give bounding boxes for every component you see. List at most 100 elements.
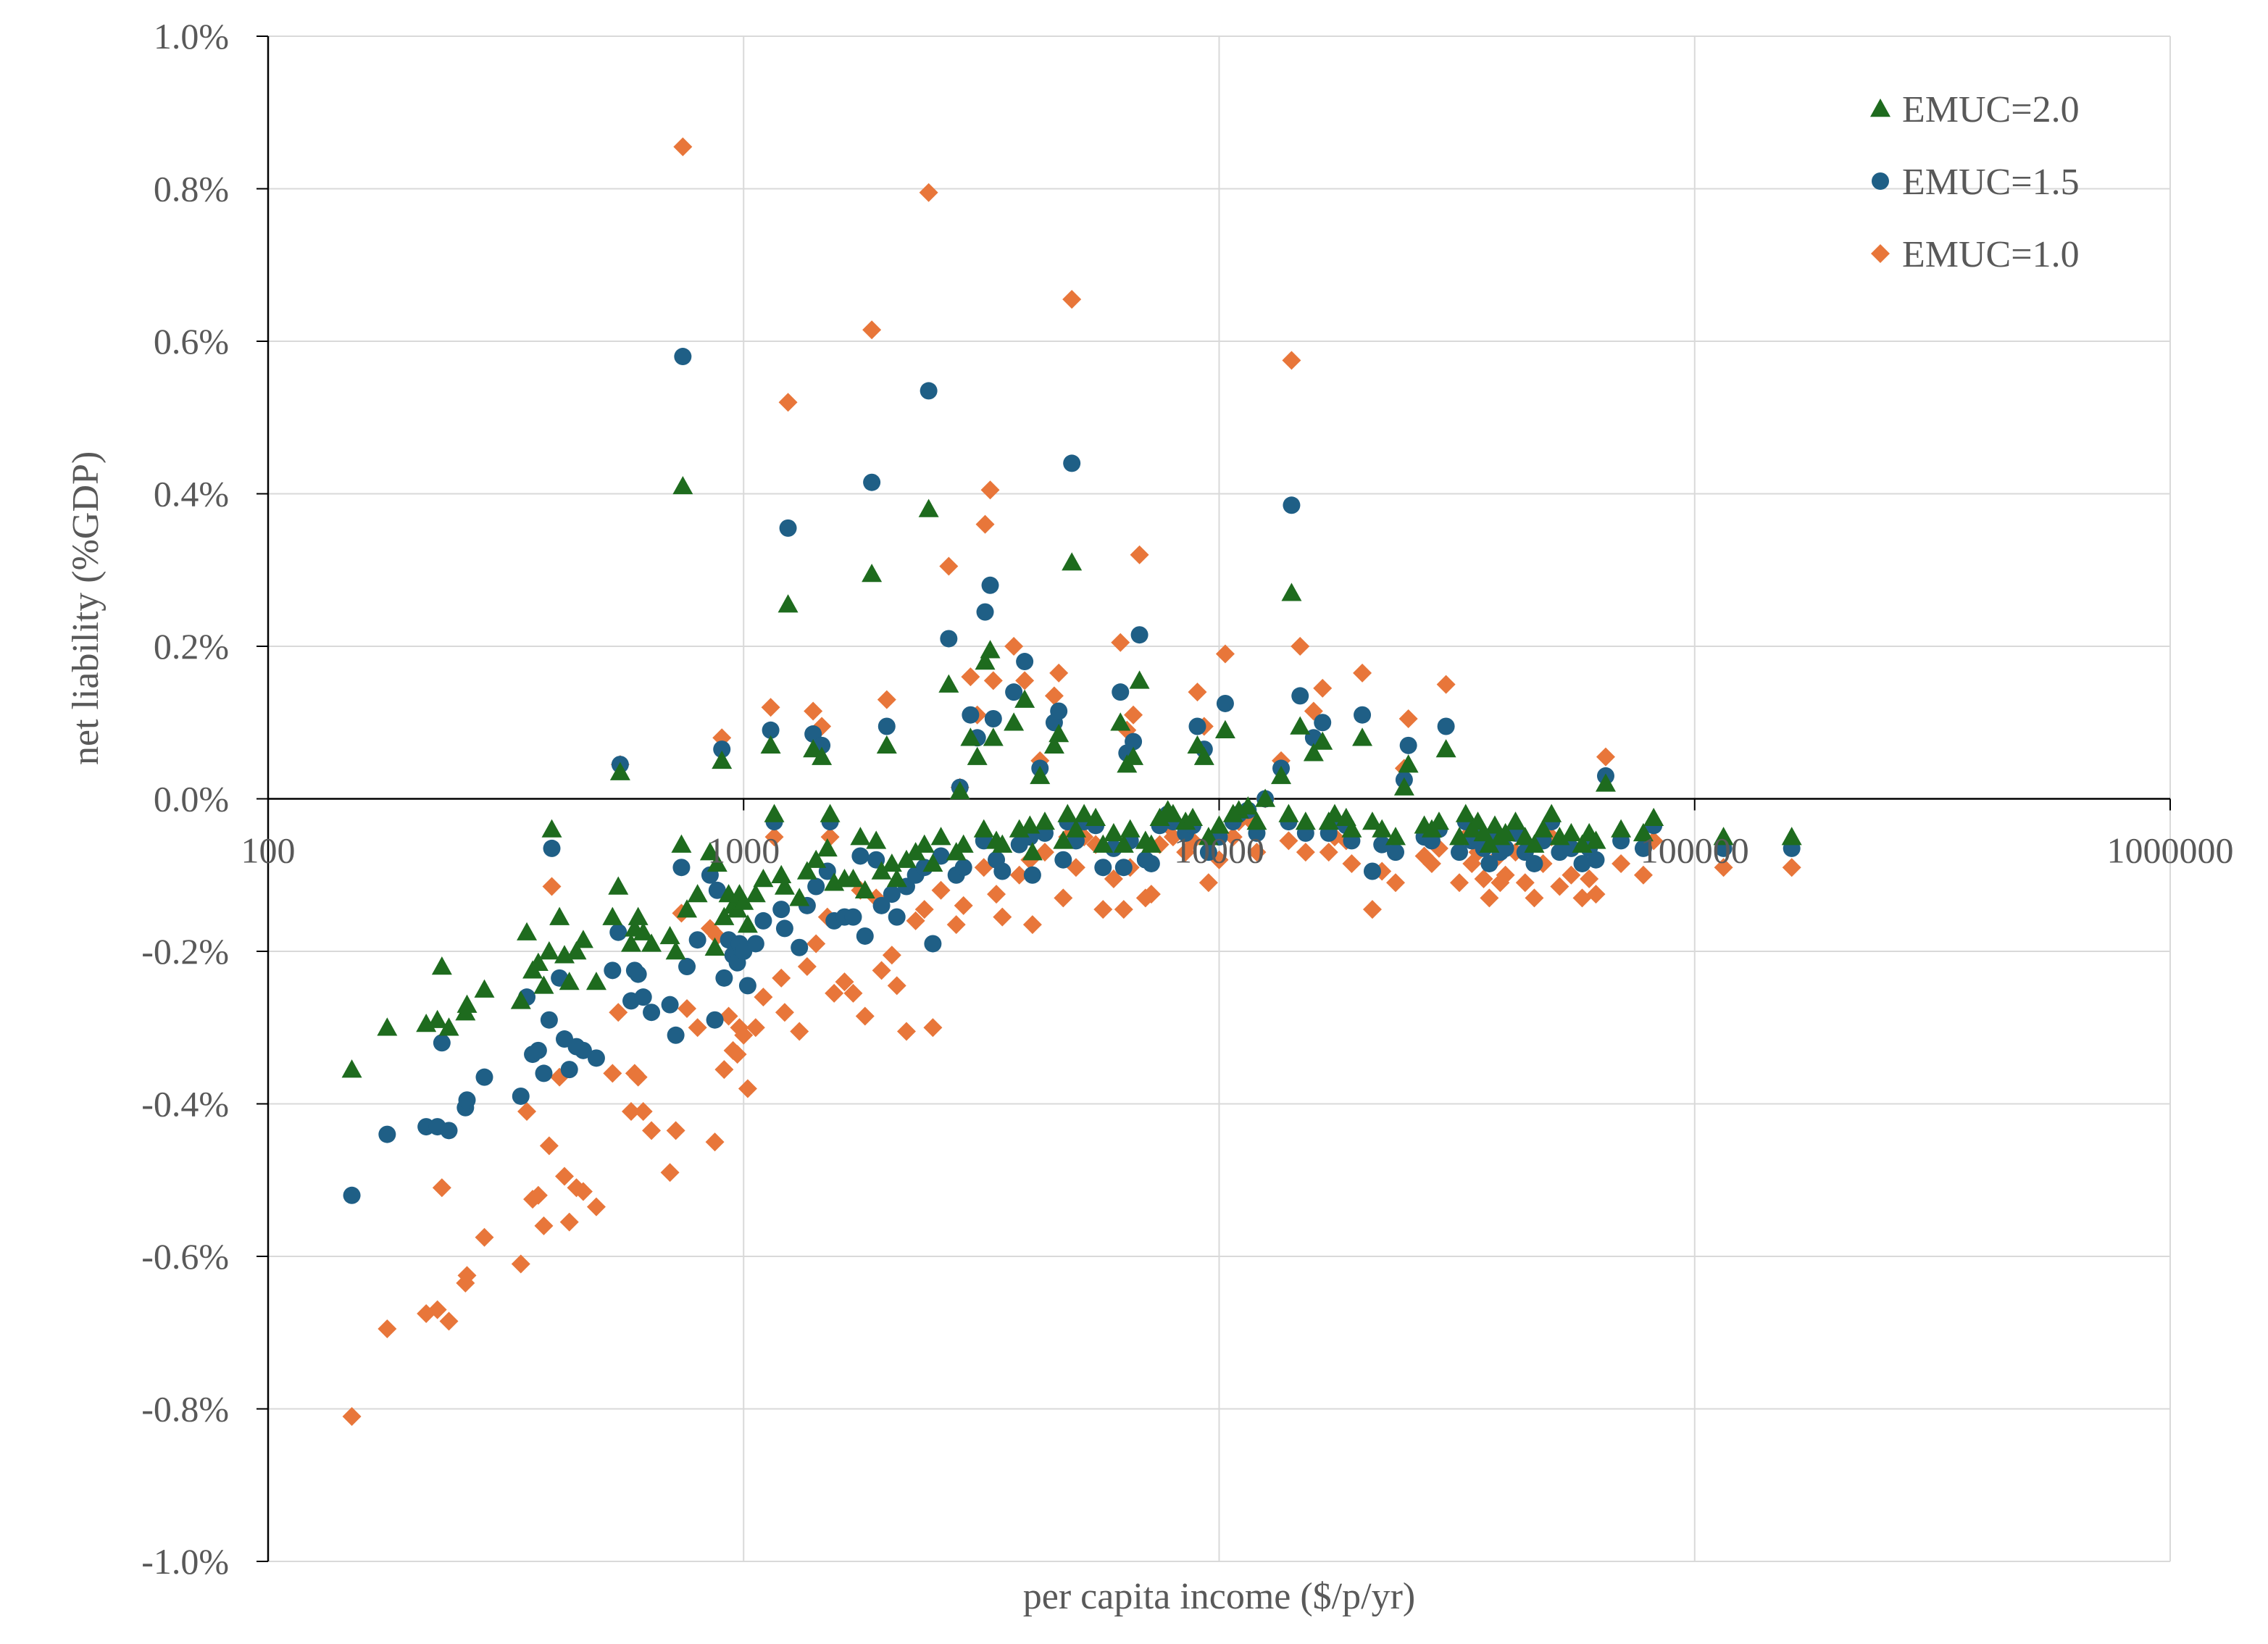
- series-emuc-2-point: [973, 819, 994, 838]
- series-emuc-1-0-point: [1141, 885, 1161, 904]
- series-emuc-1-0-point: [1291, 637, 1310, 656]
- series-emuc-2-point: [1585, 830, 1606, 849]
- series-emuc-2-point: [1713, 827, 1734, 846]
- series-emuc-2-point: [1129, 670, 1150, 689]
- series-emuc-1-5-point: [540, 1011, 558, 1029]
- series-emuc-1-5-point: [1104, 839, 1122, 857]
- series-emuc-1-5-point: [877, 717, 896, 735]
- series-emuc-1-0-point: [1004, 637, 1024, 656]
- series-emuc-2-point: [1281, 583, 1302, 601]
- series-emuc-2-point: [1455, 804, 1476, 822]
- series-emuc-1-0-point: [1586, 885, 1606, 904]
- series-emuc-1-5-point: [754, 911, 772, 930]
- series-emuc-1-5-point: [1587, 851, 1605, 869]
- series-emuc-2-point: [712, 750, 733, 769]
- series-emuc-1-0-point: [843, 983, 863, 1003]
- series-emuc-2-point: [1065, 819, 1086, 838]
- series-emuc-1-5-point: [1399, 736, 1417, 754]
- y-tick-label: 0.8%: [154, 169, 229, 209]
- series-emuc-1-5-point: [863, 473, 881, 491]
- series-emuc-1-5-point: [672, 859, 691, 877]
- series-emuc-2-point: [871, 861, 892, 880]
- series-emuc-1-0-point: [1282, 351, 1301, 370]
- series-emuc-1-5-point: [883, 885, 901, 904]
- series-emuc-1-0-point: [1562, 865, 1581, 885]
- x-tick-label: 1000: [707, 830, 780, 871]
- series-emuc-1-0-point: [919, 183, 938, 202]
- series-emuc-1-5-point: [667, 1026, 685, 1044]
- series-emuc-1-0-point: [872, 961, 891, 980]
- series-emuc-1-0-point: [1496, 865, 1515, 885]
- series-emuc-1-0-point: [1612, 854, 1631, 873]
- series-emuc-1-0-point: [1009, 865, 1029, 885]
- series-emuc-1-0-point: [1111, 633, 1130, 652]
- series-emuc-2-point: [1187, 735, 1208, 754]
- series-emuc-1-0-point: [734, 1025, 754, 1045]
- series-emuc-1-0-point: [764, 827, 784, 847]
- series-emuc-1-5-point: [1216, 694, 1234, 712]
- series-emuc-1-0-point: [887, 976, 906, 996]
- series-emuc-1-5-point: [1314, 714, 1332, 732]
- series-emuc-1-5-point: [706, 1011, 724, 1029]
- series-emuc-2-point: [602, 906, 623, 925]
- series-emuc-1-0-point: [1714, 858, 1733, 877]
- series-1: [341, 475, 1802, 1078]
- series-emuc-1-0-point: [457, 1266, 477, 1285]
- series-emuc-2-point: [1004, 712, 1025, 731]
- series-emuc-1-0-point: [378, 1319, 397, 1338]
- series-emuc-1-5-point: [1005, 683, 1023, 701]
- series-emuc-2-point: [559, 972, 580, 990]
- series-emuc-1-5-point: [1451, 843, 1469, 861]
- series-emuc-2-point: [789, 888, 810, 906]
- series-emuc-2-point: [714, 906, 735, 925]
- series-emuc-2-point: [914, 834, 935, 853]
- series-emuc-2-point: [665, 941, 686, 960]
- series-emuc-1-0-point: [1015, 671, 1035, 690]
- series-emuc-1-0-point: [714, 1060, 734, 1080]
- series-emuc-2-point: [585, 972, 606, 990]
- series-emuc-1-0-point: [738, 1079, 757, 1098]
- series-emuc-2-point: [1120, 819, 1141, 838]
- series-emuc-1-0-point: [806, 934, 826, 954]
- series-emuc-1-0-point: [428, 1300, 447, 1319]
- series-emuc-2-point: [1505, 811, 1526, 830]
- series-emuc-1-0-point: [772, 968, 791, 988]
- series-emuc-2-point: [1048, 724, 1070, 743]
- series-emuc-2-point: [687, 884, 708, 903]
- series-emuc-2-point: [1162, 804, 1183, 822]
- series-emuc-1-5-point: [609, 923, 628, 941]
- series-emuc-1-0-point: [1633, 865, 1653, 885]
- series-emuc-1-5-point: [629, 965, 647, 983]
- series-emuc-1-5-point: [888, 908, 906, 926]
- series-emuc-1-5-point: [1525, 854, 1543, 872]
- series-emuc-1-0-point: [528, 1185, 548, 1205]
- series-emuc-2-point: [1103, 822, 1124, 842]
- series-emuc-1-0-point: [877, 690, 896, 709]
- series-emuc-1-5-point: [1437, 717, 1455, 735]
- series-emuc-1-0-point: [642, 1121, 662, 1140]
- series-emuc-1-5-point: [772, 901, 791, 919]
- series-emuc-1-0-point: [1114, 900, 1133, 919]
- series-emuc-2-point: [1449, 827, 1470, 846]
- series-emuc-1-0-point: [1188, 683, 1207, 702]
- series-emuc-1-0-point: [1044, 686, 1064, 706]
- series-emuc-1-0-point: [975, 514, 995, 534]
- series-emuc-2-point: [1074, 804, 1095, 822]
- series-emuc-1-0-point: [914, 900, 934, 919]
- series-emuc-1-5-point: [378, 1125, 396, 1143]
- series-emuc-2-point: [1278, 804, 1299, 822]
- series-emuc-2-point: [992, 834, 1013, 853]
- series-emuc-1-0-point: [797, 957, 817, 977]
- series-emuc-2-point: [771, 864, 792, 883]
- series-emuc-2-point: [1271, 765, 1292, 785]
- series-emuc-2-point: [1214, 719, 1235, 738]
- series-emuc-1-0-point: [1342, 854, 1362, 873]
- legend-label: EMUC=1.0: [1902, 234, 2080, 275]
- series-emuc-1-0-point: [712, 728, 732, 748]
- series-emuc-1-5-point: [851, 847, 870, 865]
- series-emuc-1-0-point: [835, 972, 854, 992]
- series-emuc-2-point: [456, 994, 478, 1013]
- series-emuc-1-5-point: [762, 721, 780, 739]
